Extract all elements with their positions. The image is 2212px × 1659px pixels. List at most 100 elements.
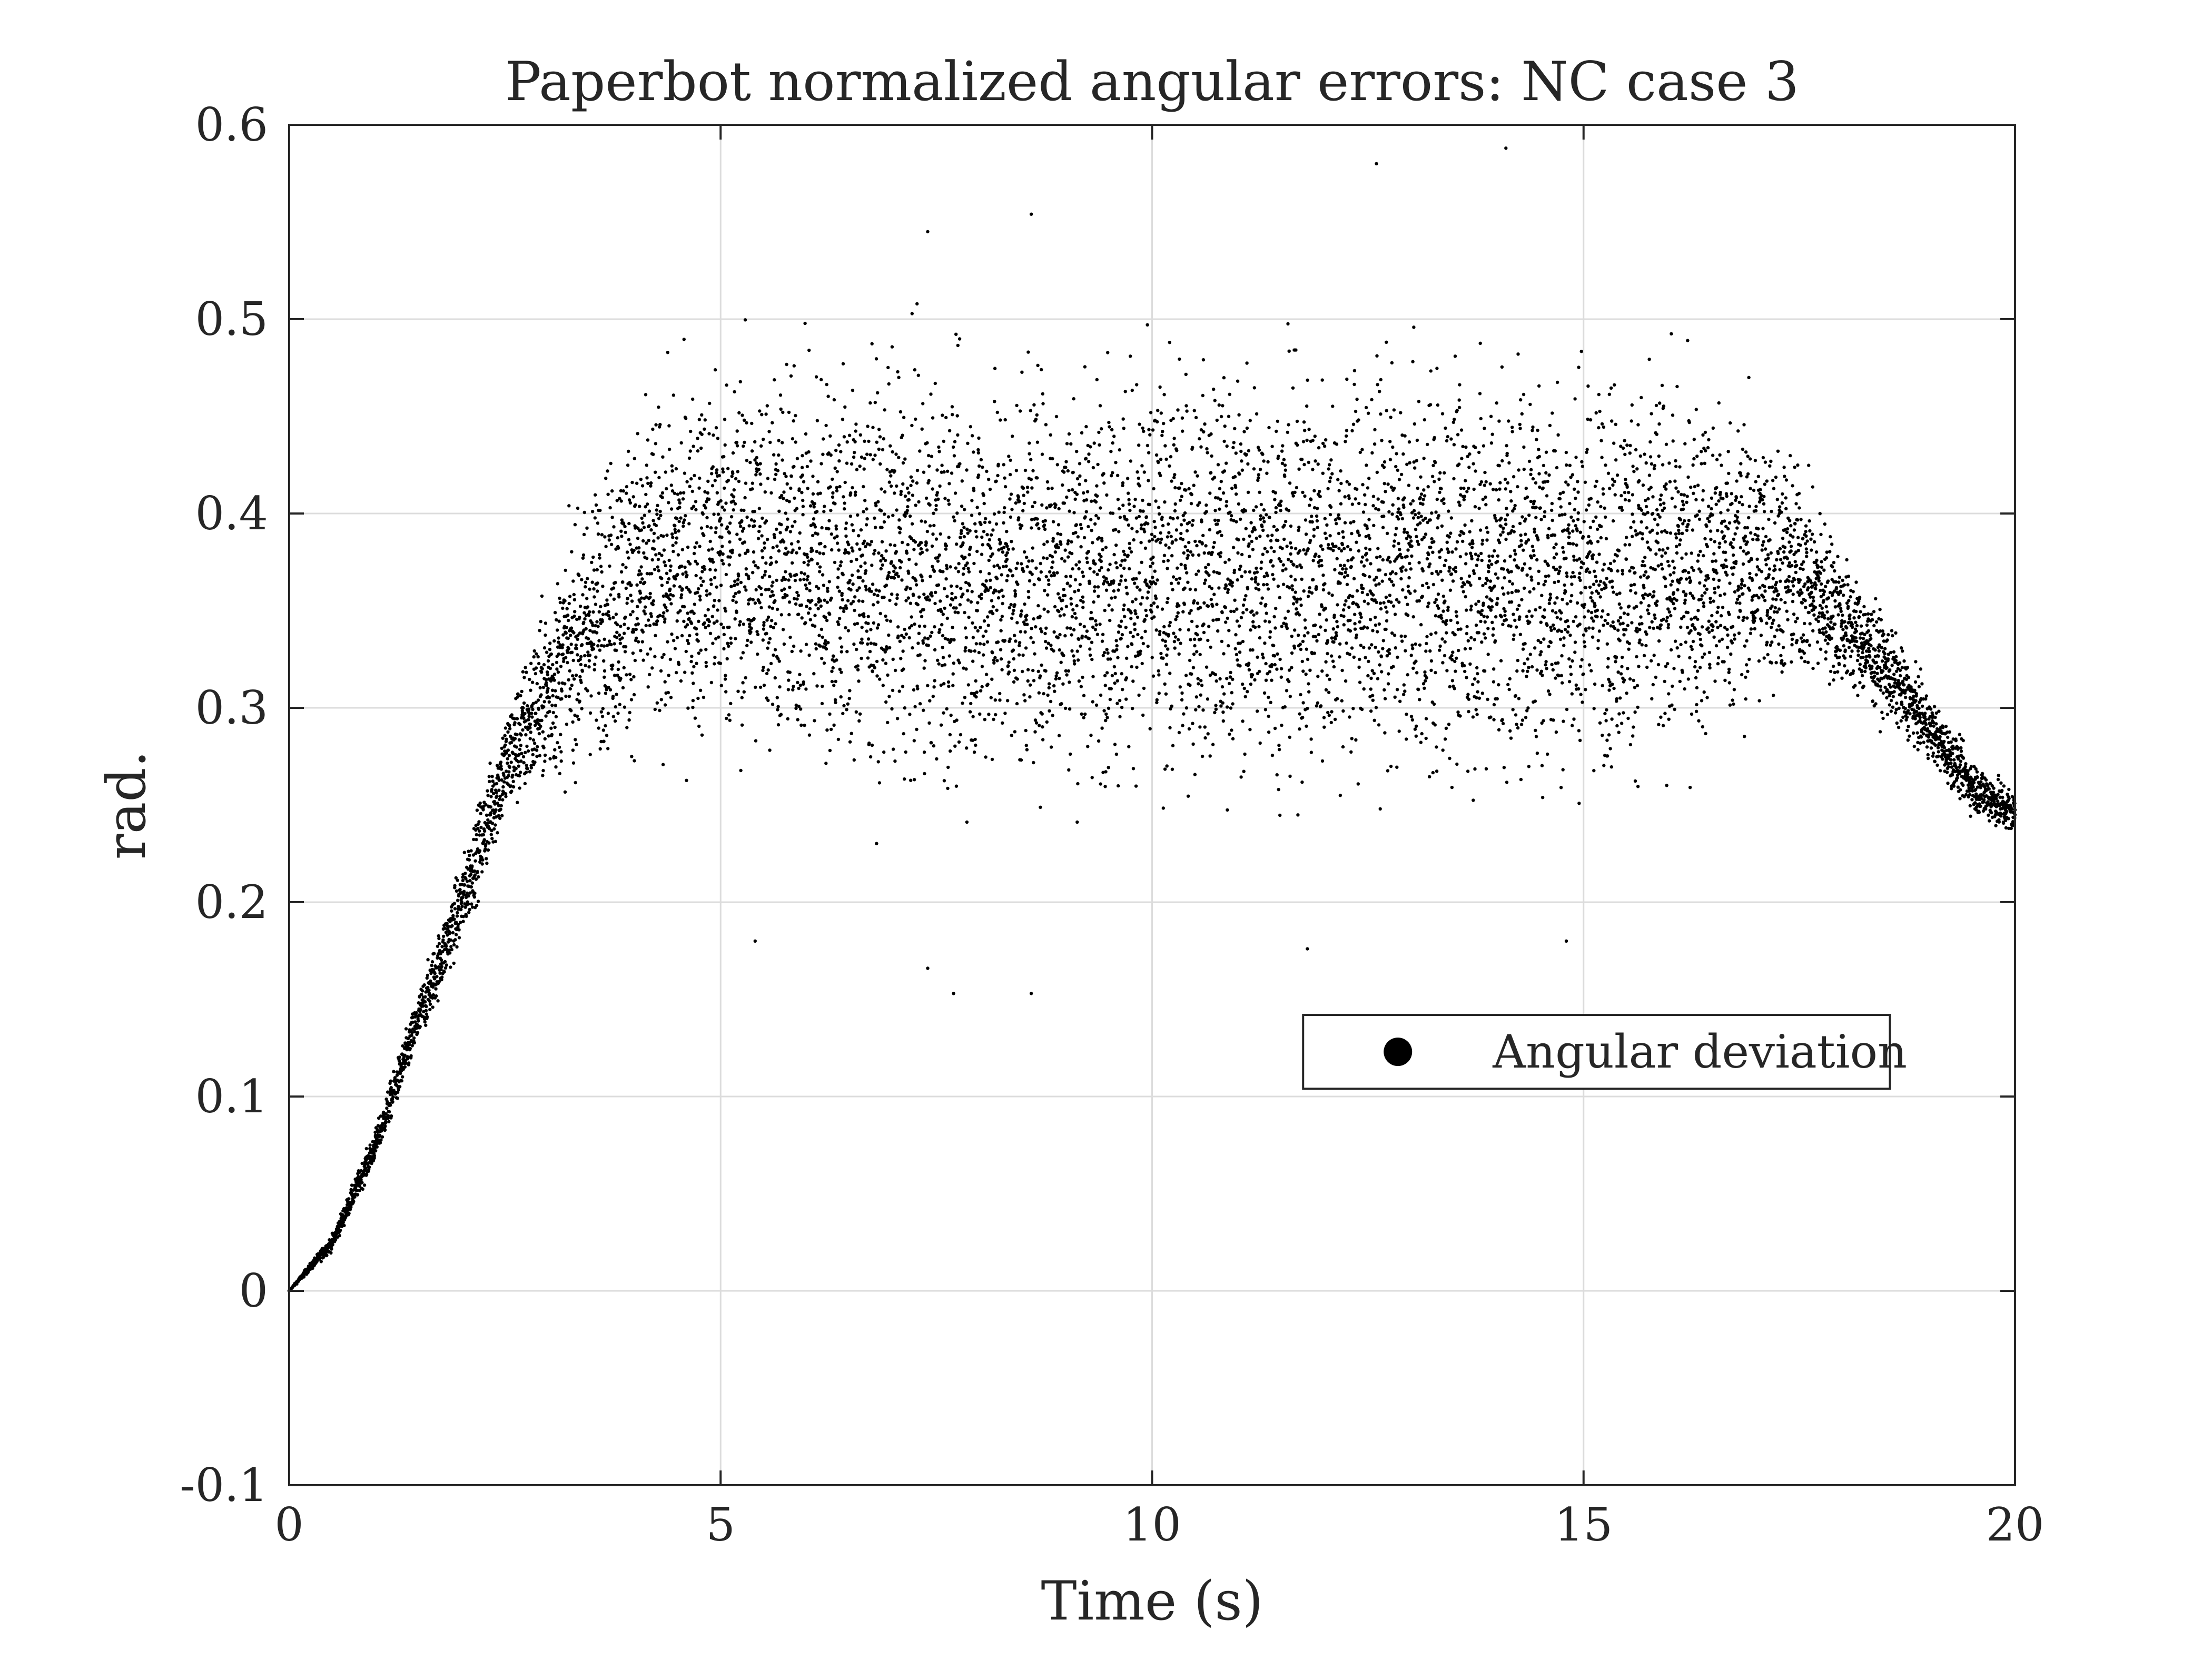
data-point xyxy=(1210,550,1214,555)
data-point xyxy=(1140,523,1143,527)
data-point xyxy=(1239,775,1243,779)
data-point xyxy=(475,904,479,907)
data-point xyxy=(451,931,455,935)
data-point xyxy=(954,332,958,336)
data-point xyxy=(552,639,556,643)
data-point xyxy=(645,572,649,576)
data-point xyxy=(1200,520,1203,524)
data-point xyxy=(479,812,482,815)
data-point xyxy=(877,551,881,555)
data-point xyxy=(926,684,930,688)
data-point xyxy=(640,516,644,520)
data-point xyxy=(647,524,651,528)
data-point xyxy=(564,568,567,572)
data-point xyxy=(1226,616,1229,620)
data-point xyxy=(1230,580,1235,585)
data-point xyxy=(1224,620,1228,624)
data-point xyxy=(420,989,424,993)
data-point xyxy=(535,748,539,752)
data-point xyxy=(1172,437,1176,440)
data-point xyxy=(845,708,848,712)
data-point xyxy=(665,487,668,491)
data-point xyxy=(852,642,856,646)
data-point xyxy=(1232,519,1236,522)
data-point xyxy=(578,605,582,608)
data-point xyxy=(973,626,977,629)
data-point xyxy=(463,905,467,909)
data-point xyxy=(1109,582,1113,586)
data-point xyxy=(1116,656,1120,659)
data-point xyxy=(1236,578,1239,582)
data-point xyxy=(772,653,775,657)
data-point xyxy=(1068,680,1071,684)
data-point xyxy=(548,757,552,761)
data-point xyxy=(1056,592,1060,596)
data-point xyxy=(556,670,560,674)
data-point xyxy=(664,564,667,568)
data-point xyxy=(550,704,554,707)
data-point xyxy=(1131,600,1134,604)
data-point xyxy=(724,674,727,677)
data-point xyxy=(644,605,647,609)
data-point xyxy=(749,640,753,644)
data-point xyxy=(430,960,434,964)
data-point xyxy=(1174,618,1178,621)
data-point xyxy=(596,521,600,525)
data-point xyxy=(1012,680,1016,684)
data-point xyxy=(957,740,961,744)
data-point xyxy=(829,596,833,600)
data-point xyxy=(994,713,998,717)
data-point xyxy=(438,971,442,975)
data-point xyxy=(1177,604,1181,608)
data-point xyxy=(1044,626,1048,630)
data-point xyxy=(735,444,739,448)
data-point xyxy=(1049,699,1053,704)
data-point xyxy=(1144,608,1148,613)
data-point xyxy=(736,582,739,586)
data-point xyxy=(740,519,744,523)
data-point xyxy=(1098,568,1102,572)
data-point xyxy=(1206,638,1210,643)
data-point xyxy=(770,590,774,594)
data-point xyxy=(1213,399,1217,402)
data-point xyxy=(447,925,450,929)
data-point xyxy=(1064,575,1068,578)
data-point xyxy=(761,575,764,579)
data-point xyxy=(840,650,844,654)
data-point xyxy=(1091,625,1095,629)
data-point xyxy=(1005,557,1009,561)
data-point xyxy=(878,435,882,439)
data-point xyxy=(1183,586,1187,590)
data-point xyxy=(1009,569,1013,573)
data-point xyxy=(1025,748,1029,752)
data-point xyxy=(475,837,478,842)
data-point xyxy=(1072,659,1077,663)
data-point xyxy=(1229,609,1233,614)
data-point xyxy=(775,544,779,548)
data-point xyxy=(843,501,846,505)
data-point xyxy=(1019,526,1022,530)
data-point xyxy=(821,573,825,577)
data-point xyxy=(1202,581,1207,585)
data-point xyxy=(1221,701,1224,705)
data-point xyxy=(970,499,974,502)
data-point xyxy=(842,495,845,499)
data-point xyxy=(1078,582,1082,587)
data-point xyxy=(857,613,862,617)
data-point xyxy=(936,559,940,563)
data-point xyxy=(1158,512,1161,516)
data-point xyxy=(807,559,811,563)
data-point xyxy=(889,484,893,488)
data-point xyxy=(1013,592,1018,596)
data-point xyxy=(976,629,980,633)
data-point xyxy=(992,591,995,595)
data-point xyxy=(805,465,809,469)
data-point xyxy=(1193,637,1197,641)
data-point xyxy=(909,778,913,782)
data-point xyxy=(683,518,686,522)
data-point xyxy=(771,594,775,597)
data-point xyxy=(522,676,526,679)
data-point xyxy=(705,593,709,597)
data-point xyxy=(1117,784,1120,788)
data-point xyxy=(406,1036,410,1041)
